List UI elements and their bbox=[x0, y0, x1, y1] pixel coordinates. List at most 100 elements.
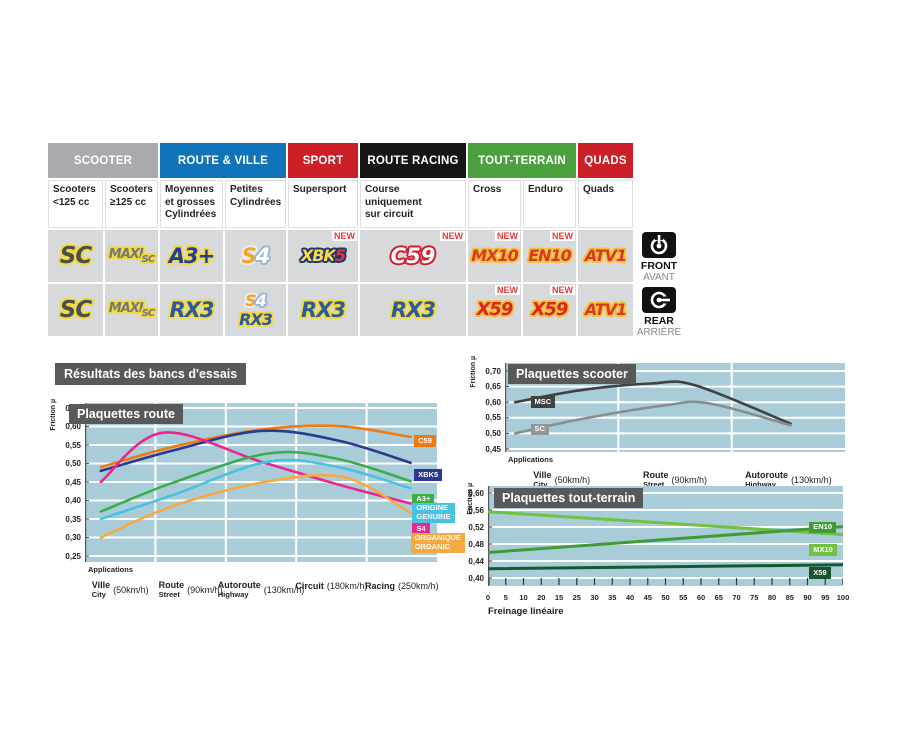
subheader-supersport: Supersport bbox=[288, 180, 358, 228]
route-curves bbox=[85, 403, 437, 562]
subheader-course-circuit: Course uniquement sur circuit bbox=[360, 180, 466, 228]
cell-front-enduro: NEW EN10 bbox=[523, 230, 576, 282]
y-tick-label: 0,60 bbox=[485, 397, 501, 407]
series-label-msc: MSC bbox=[530, 396, 556, 408]
cell-rear-scooter-large: MAXISC bbox=[105, 284, 158, 336]
y-tick-label: 0,44 bbox=[468, 556, 484, 566]
y-tick-label: 0,45 bbox=[485, 444, 501, 454]
axle-position-legend: FRONT AVANT REAR ARRIÈRE bbox=[630, 232, 688, 342]
cell-rear-supersport: RX3 bbox=[288, 284, 358, 336]
group-header-tout-terrain: TOUT-TERRAIN bbox=[468, 143, 576, 178]
applications-label: Applications bbox=[508, 455, 554, 464]
series-label-organique: ORGANIQUE ORGANIC bbox=[410, 532, 465, 554]
series-label-origine: ORIGINE GENUINE bbox=[412, 502, 455, 524]
x-axis-title: Freinage linéaire bbox=[488, 606, 564, 617]
badge-s4: S4 bbox=[241, 243, 271, 268]
badge-maxi-sc: MAXISC bbox=[108, 300, 155, 319]
badge-maxi-sc: MAXISC bbox=[108, 246, 155, 265]
x-zone-label-route: Route Street (90km/h) bbox=[642, 470, 707, 489]
cell-front-course: NEW C59 bbox=[360, 230, 466, 282]
cell-rear-moyennes: RX3 bbox=[160, 284, 223, 336]
badge-rx3: RX3 bbox=[301, 297, 346, 322]
series-label-s4: S4 bbox=[412, 523, 430, 536]
y-tick-label: 0,70 bbox=[485, 366, 501, 376]
subheader-petites-cylindrees: Petites Cylindrées bbox=[225, 180, 286, 228]
cell-front-moyennes: A3+ bbox=[160, 230, 223, 282]
x-zone-label-autoroute: Autoroute Highway (130km/h) bbox=[217, 580, 305, 599]
x-tick-label: 55 bbox=[679, 593, 688, 602]
y-tick-label: 0,40 bbox=[468, 573, 484, 583]
badge-xbk5: XBK5 bbox=[300, 246, 346, 265]
new-badge: NEW bbox=[440, 231, 465, 241]
badge-x59: X59 bbox=[476, 299, 514, 320]
y-tick-label: 0,30 bbox=[65, 533, 81, 542]
x-tick-label: 90 bbox=[803, 593, 812, 602]
group-header-route-ville: ROUTE & VILLE bbox=[160, 143, 286, 178]
subheader-scooters-small: Scooters <125 cc bbox=[48, 180, 103, 228]
subheader-scooters-large: Scooters ≥125 cc bbox=[105, 180, 158, 228]
cell-rear-scooter-small: SC bbox=[48, 284, 103, 336]
cell-rear-petites: S4 RX3 bbox=[225, 284, 286, 336]
y-tick-label: 0,40 bbox=[65, 496, 81, 505]
badge-x59: X59 bbox=[531, 299, 569, 320]
badge-c59: C59 bbox=[390, 243, 436, 268]
series-label-mx10: MX10 bbox=[809, 544, 837, 557]
y-tick-label: 0,45 bbox=[65, 477, 81, 487]
chart-title: Plaquettes tout-terrain bbox=[494, 488, 644, 508]
cell-front-scooter-small: SC bbox=[48, 230, 103, 282]
x-tick-label: 80 bbox=[767, 593, 777, 602]
x-tick-label: 15 bbox=[554, 593, 564, 602]
cell-rear-cross: NEW X59 bbox=[468, 284, 521, 336]
chart-plaquettes-tout-terrain: Friction µ EN10 MX10 X59 Plaquettes tout-t… bbox=[467, 481, 872, 617]
x-zone-label-autoroute: Autoroute Highway (130km/h) bbox=[745, 470, 832, 489]
x-tick-label: 45 bbox=[643, 593, 652, 602]
y-tick-label: 0,50 bbox=[485, 428, 501, 438]
cell-front-cross: NEW MX10 bbox=[468, 230, 521, 282]
x-tick-label: 50 bbox=[661, 593, 670, 602]
group-header-route-racing: ROUTE RACING bbox=[360, 143, 466, 178]
avant-label: AVANT bbox=[643, 272, 675, 283]
x-tick-label: 75 bbox=[750, 593, 759, 602]
new-badge: NEW bbox=[550, 285, 575, 295]
subheader-enduro: Enduro bbox=[523, 180, 576, 228]
y-tick-label: 0,48 bbox=[468, 539, 484, 549]
x-tick-label: 85 bbox=[785, 593, 794, 602]
x-tick-label: 95 bbox=[821, 593, 830, 602]
y-tick-label: 0,52 bbox=[468, 522, 484, 532]
x-tick-label: 40 bbox=[625, 593, 635, 602]
x-tick-label: 5 bbox=[503, 593, 508, 602]
new-badge: NEW bbox=[332, 231, 357, 241]
y-tick-label: 0,35 bbox=[65, 514, 81, 524]
x-zone-label-route: Route Street (90km/h) bbox=[158, 580, 223, 599]
section-heading: Résultats des bancs d'essais bbox=[55, 363, 247, 385]
series-label-sc: SC bbox=[530, 423, 549, 436]
cell-front-supersport: NEW XBK5 bbox=[288, 230, 358, 282]
tout-terrain-lines bbox=[488, 486, 843, 586]
series-label-en10: EN10 bbox=[809, 521, 837, 534]
badge-mx10: MX10 bbox=[471, 246, 519, 265]
cell-rear-enduro: NEW X59 bbox=[523, 284, 576, 336]
y-tick-label: 0,55 bbox=[485, 413, 501, 423]
badge-rx3: RX3 bbox=[169, 297, 215, 322]
y-tick-label: 0,65 bbox=[485, 382, 501, 392]
x-tick-label: 25 bbox=[572, 593, 581, 602]
x-zone-label-racing: Racing (250km/h) bbox=[365, 580, 439, 591]
applications-label: Applications bbox=[88, 565, 134, 574]
badge-en10: EN10 bbox=[528, 246, 572, 265]
new-badge: NEW bbox=[495, 231, 520, 241]
x-tick-label: 100 bbox=[836, 593, 850, 602]
y-tick-label: 0,60 bbox=[468, 488, 484, 498]
x-zone-label-ville: Ville City (50km/h) bbox=[533, 470, 591, 489]
group-header-sport: SPORT bbox=[288, 143, 358, 178]
badge-s4: S4 bbox=[245, 290, 267, 310]
subheader-cross: Cross bbox=[468, 180, 521, 228]
badge-atv1: ATV1 bbox=[584, 246, 627, 265]
badge-rx3: RX3 bbox=[239, 309, 273, 329]
x-tick-label: 70 bbox=[732, 593, 741, 602]
subheader-moyennes-cylindrees: Moyennes et grosses Cylindrées bbox=[160, 180, 223, 228]
x-tick-label: 30 bbox=[590, 593, 599, 602]
chart-title: Plaquettes scooter bbox=[508, 364, 636, 384]
badge-sc: SC bbox=[59, 296, 92, 323]
front-label: FRONT bbox=[640, 260, 678, 272]
